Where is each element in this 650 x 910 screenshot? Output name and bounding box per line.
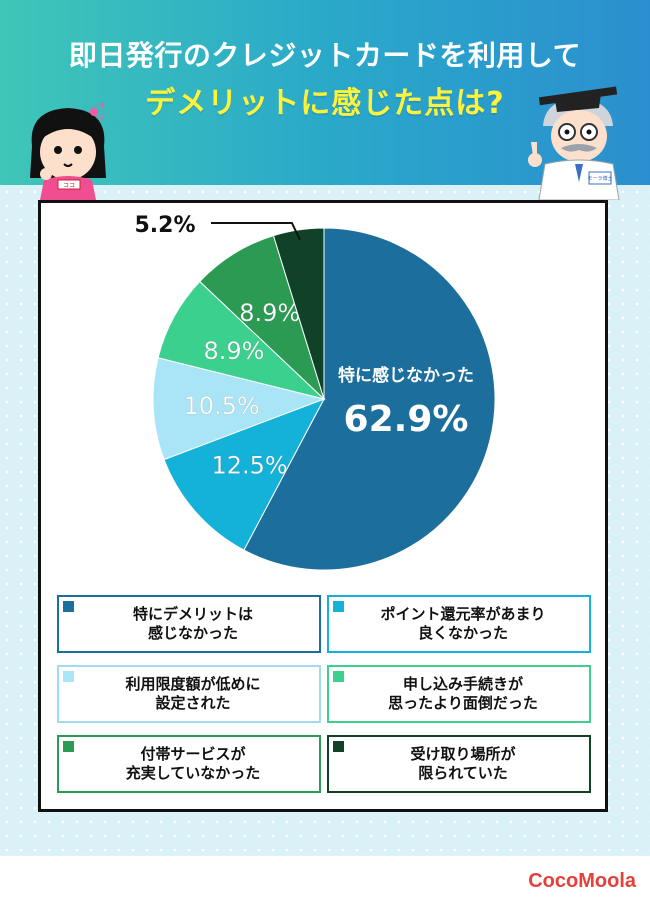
footer-band xyxy=(0,856,650,910)
legend-label-4: 申し込み手続きが 思ったより面倒だった xyxy=(388,675,538,712)
legend-item-2: ポイント還元率があまり 良くなかった xyxy=(327,595,591,653)
page-subtitle: デメリットに感じた点は? xyxy=(145,86,505,121)
girl-badge-text: ココ xyxy=(63,183,75,190)
legend-label-5: 付帯サービスが 充実していなかった xyxy=(125,745,261,782)
pie-chart: 特に感じなかった 62.9% 12.5% 10.5% 8.9% 8.9% 5.2% xyxy=(134,213,496,571)
legend-item-1: 特にデメリットは 感じなかった xyxy=(57,595,321,653)
legend-swatch-1 xyxy=(63,601,74,612)
girl-character-icon: ココ xyxy=(30,102,106,200)
legend-swatch-5 xyxy=(63,741,74,752)
slice-value-2: 12.5% xyxy=(211,452,287,480)
legend-swatch-2 xyxy=(333,601,344,612)
legend-item-3: 利用限度額が低めに 設定された xyxy=(57,665,321,723)
legend-swatch-3 xyxy=(63,671,74,682)
legend-label-6: 受け取り場所が 限られていた xyxy=(410,745,516,782)
pie-slice-4 xyxy=(157,280,326,400)
legend-item-4: 申し込み手続きが 思ったより面倒だった xyxy=(327,665,591,723)
slice-value-5: 8.9% xyxy=(239,299,300,327)
pie-slice-6 xyxy=(272,227,325,400)
legend-item-5: 付帯サービスが 充実していなかった xyxy=(57,735,321,793)
slice-value-1: 62.9% xyxy=(344,399,469,440)
slice-value-6: 5.2% xyxy=(134,213,195,238)
slice-label-1: 特に感じなかった xyxy=(338,365,474,386)
legend-swatch-4 xyxy=(333,671,344,682)
pie-slice-5 xyxy=(199,235,326,401)
pie-slice-1 xyxy=(243,227,496,571)
legend-label-3: 利用限度額が低めに 設定された xyxy=(125,675,261,712)
chart-panel: 特に感じなかった 62.9% 12.5% 10.5% 8.9% 8.9% 5.2% 特にデメ… xyxy=(38,200,608,812)
slice-value-4: 8.9% xyxy=(203,337,264,365)
professor-badge-text: モーラ博士 xyxy=(587,175,612,182)
legend-swatch-6 xyxy=(333,741,344,752)
pie-slice-2 xyxy=(163,398,326,551)
legend-label-1: 特にデメリットは 感じなかった xyxy=(132,605,253,642)
slice-value-3: 10.5% xyxy=(183,392,259,420)
legend-item-6: 受け取り場所が 限られていた xyxy=(327,735,591,793)
professor-character-icon: モーラ博士 xyxy=(528,86,620,200)
leader-line-6 xyxy=(211,222,301,241)
brand-logo: CocoMoola xyxy=(528,870,636,892)
pie-slice-3 xyxy=(152,357,326,461)
legend-label-2: ポイント還元率があまり 良くなかった xyxy=(380,605,546,642)
page-title: 即日発行のクレジットカードを利用して xyxy=(68,39,582,72)
